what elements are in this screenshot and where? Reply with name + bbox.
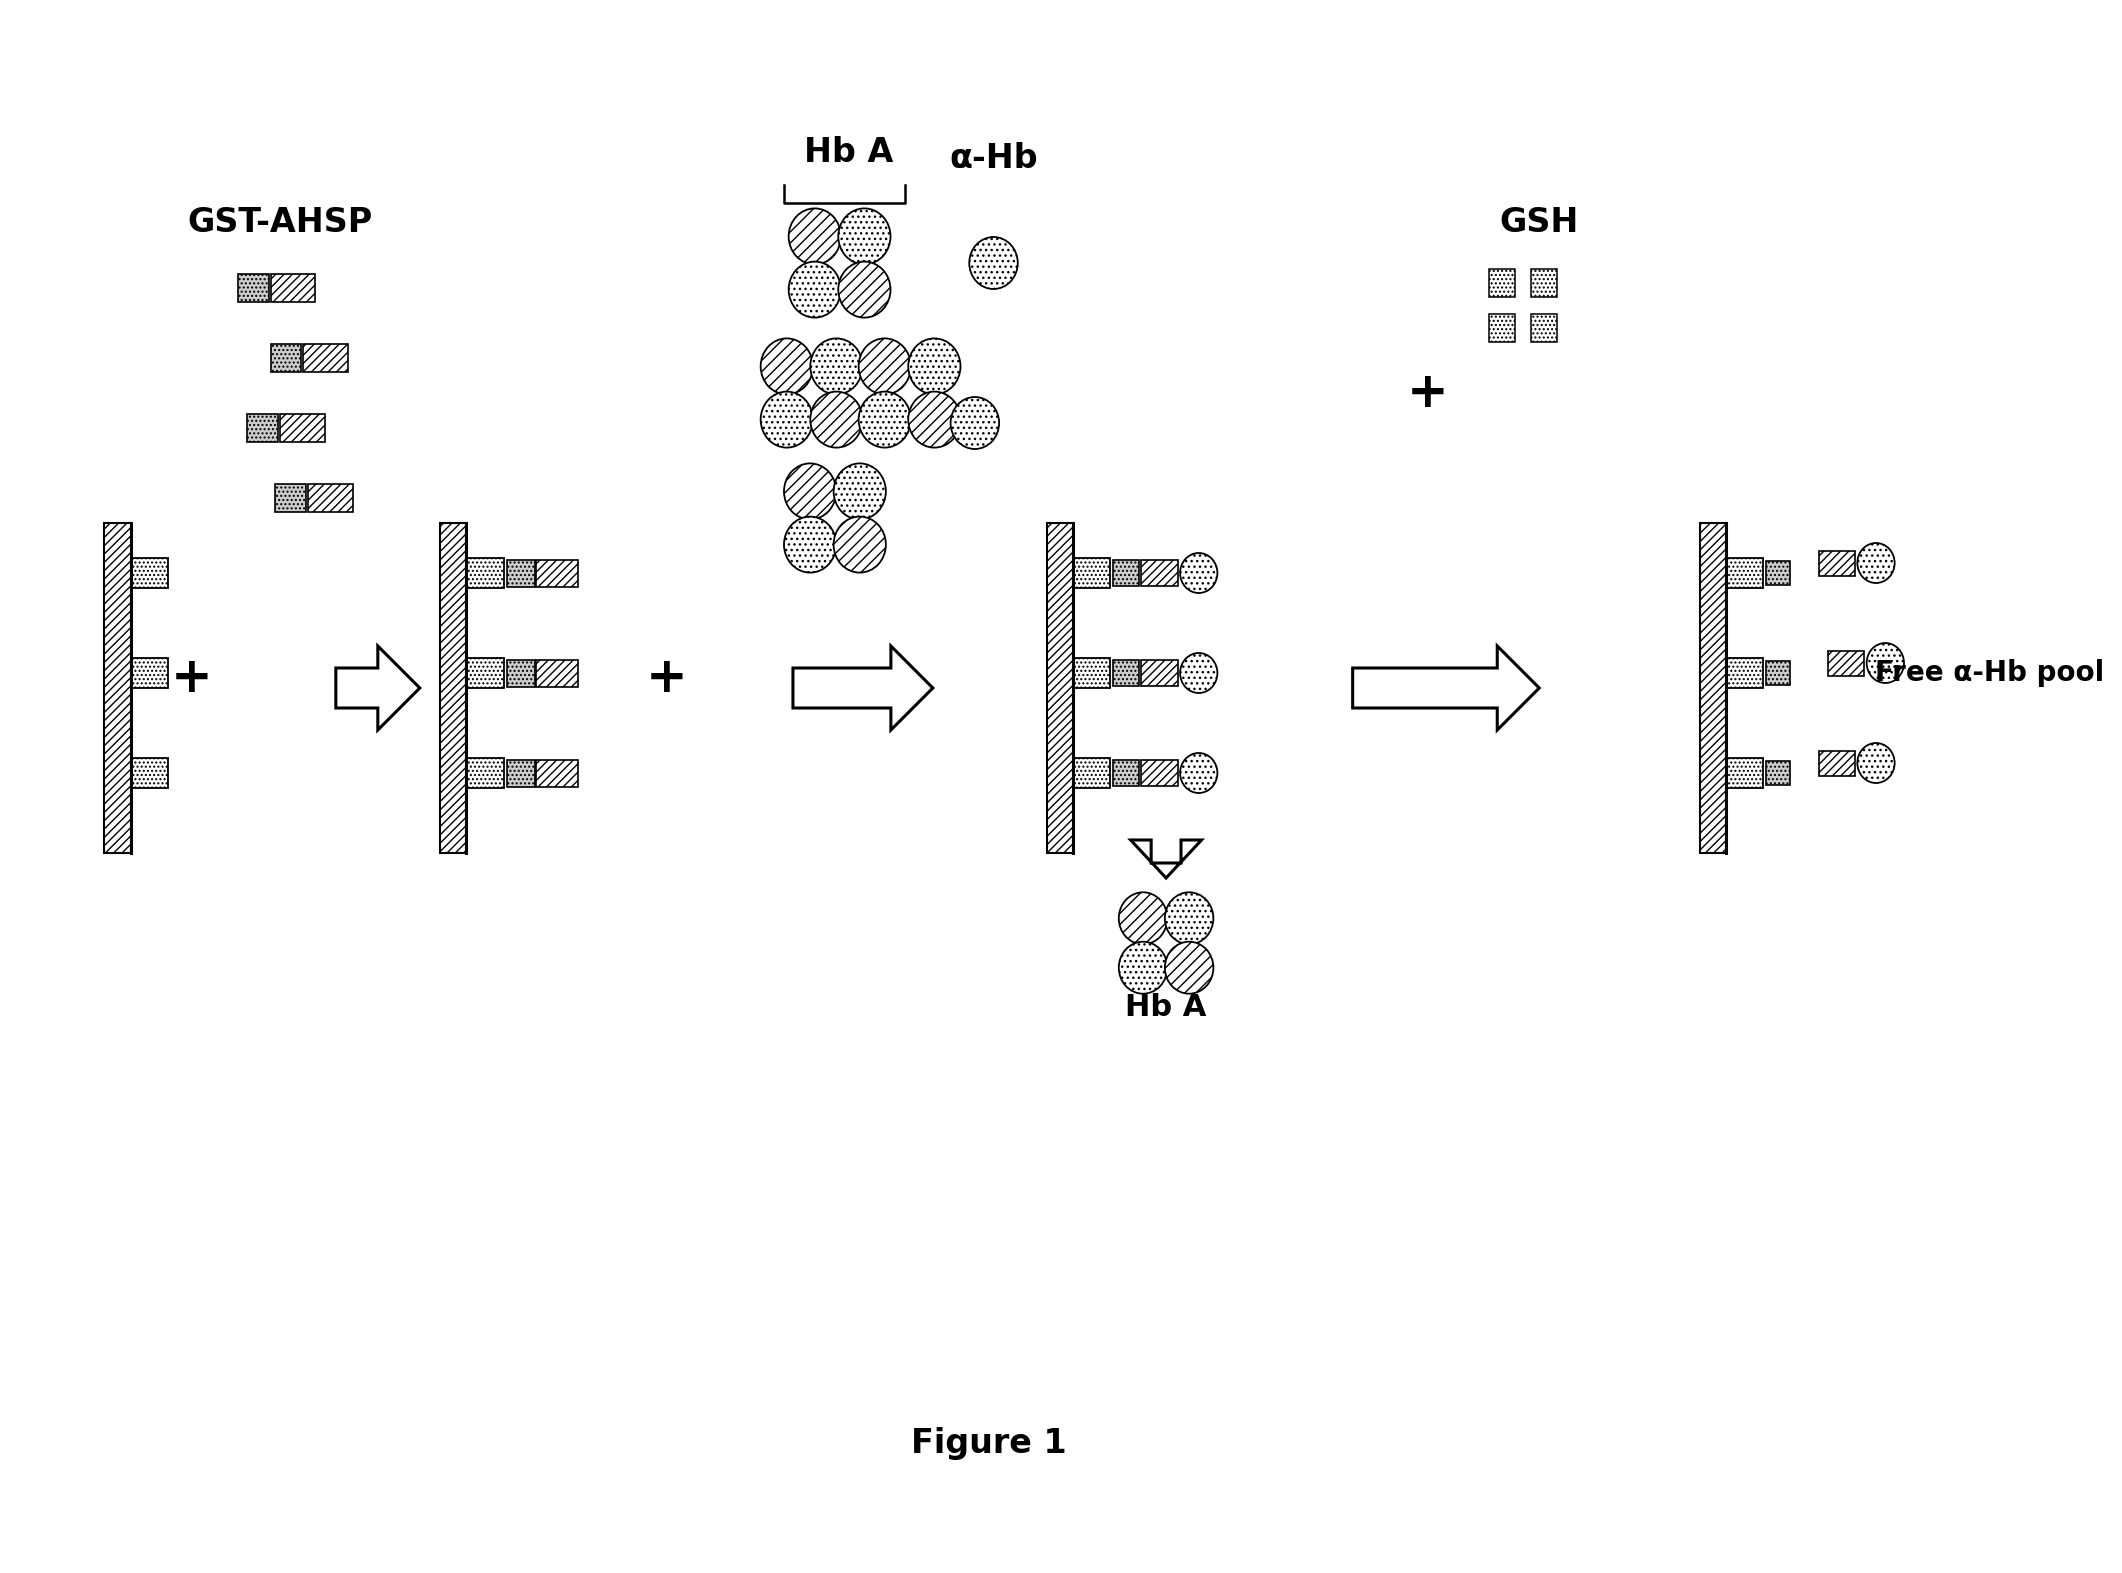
FancyBboxPatch shape (276, 484, 306, 511)
Circle shape (1857, 742, 1895, 783)
FancyBboxPatch shape (1725, 758, 1763, 788)
Bar (1046, 522, 1074, 853)
FancyBboxPatch shape (1766, 562, 1791, 585)
FancyBboxPatch shape (1112, 760, 1140, 786)
FancyBboxPatch shape (280, 414, 325, 442)
FancyBboxPatch shape (1725, 558, 1763, 588)
Text: +: + (170, 654, 212, 702)
Circle shape (783, 464, 836, 519)
Circle shape (760, 338, 813, 395)
FancyBboxPatch shape (1074, 658, 1110, 687)
FancyBboxPatch shape (1766, 761, 1791, 785)
Circle shape (838, 208, 891, 264)
Circle shape (1165, 892, 1214, 944)
FancyBboxPatch shape (1490, 315, 1515, 341)
Circle shape (951, 396, 999, 448)
Text: GST-AHSP: GST-AHSP (187, 206, 373, 239)
Text: +: + (1407, 370, 1447, 417)
Bar (439, 522, 467, 853)
FancyBboxPatch shape (467, 558, 503, 588)
FancyBboxPatch shape (132, 758, 168, 788)
Circle shape (859, 338, 910, 395)
Bar (104, 522, 132, 853)
Circle shape (1118, 942, 1167, 994)
FancyBboxPatch shape (246, 414, 278, 442)
FancyBboxPatch shape (132, 558, 168, 588)
Circle shape (908, 338, 961, 395)
FancyBboxPatch shape (507, 560, 535, 587)
Circle shape (1180, 554, 1218, 593)
FancyBboxPatch shape (303, 344, 348, 371)
Circle shape (811, 392, 862, 448)
FancyBboxPatch shape (467, 658, 503, 687)
FancyBboxPatch shape (1142, 560, 1178, 587)
Circle shape (783, 516, 836, 573)
Text: Figure 1: Figure 1 (910, 1427, 1067, 1460)
FancyBboxPatch shape (1725, 658, 1763, 687)
FancyBboxPatch shape (467, 758, 503, 788)
FancyBboxPatch shape (1766, 661, 1791, 684)
Text: Free α-Hb pool: Free α-Hb pool (1876, 659, 2105, 687)
FancyBboxPatch shape (269, 274, 316, 302)
Polygon shape (1131, 840, 1201, 878)
FancyBboxPatch shape (1074, 558, 1110, 588)
Circle shape (970, 238, 1019, 289)
FancyBboxPatch shape (507, 659, 535, 686)
Circle shape (760, 392, 813, 448)
FancyBboxPatch shape (132, 658, 168, 687)
Circle shape (1165, 942, 1214, 994)
FancyBboxPatch shape (1819, 750, 1855, 775)
Circle shape (789, 208, 840, 264)
FancyBboxPatch shape (1829, 651, 1863, 675)
Text: α-Hb: α-Hb (949, 142, 1038, 175)
FancyBboxPatch shape (1530, 315, 1558, 341)
Circle shape (1180, 653, 1218, 694)
FancyBboxPatch shape (1112, 661, 1140, 686)
FancyBboxPatch shape (537, 560, 579, 587)
FancyBboxPatch shape (507, 760, 535, 786)
FancyBboxPatch shape (238, 274, 269, 302)
Circle shape (838, 261, 891, 318)
Circle shape (1180, 753, 1218, 793)
Circle shape (1857, 543, 1895, 584)
Circle shape (908, 392, 961, 448)
FancyBboxPatch shape (1112, 560, 1140, 587)
FancyBboxPatch shape (269, 344, 301, 371)
Text: +: + (645, 654, 688, 702)
FancyBboxPatch shape (308, 484, 352, 511)
Polygon shape (1352, 647, 1538, 730)
FancyBboxPatch shape (1142, 760, 1178, 786)
Polygon shape (335, 647, 420, 730)
FancyBboxPatch shape (1074, 758, 1110, 788)
Circle shape (834, 516, 885, 573)
Circle shape (1867, 643, 1903, 683)
FancyBboxPatch shape (1142, 661, 1178, 686)
Text: GSH: GSH (1500, 206, 1579, 239)
FancyBboxPatch shape (1819, 551, 1855, 576)
Circle shape (859, 392, 910, 448)
FancyBboxPatch shape (537, 659, 579, 686)
Circle shape (834, 464, 885, 519)
Circle shape (811, 338, 862, 395)
Circle shape (1118, 892, 1167, 944)
Bar (1700, 522, 1725, 853)
Polygon shape (794, 647, 934, 730)
FancyBboxPatch shape (1530, 269, 1558, 297)
Text: Hb A: Hb A (804, 137, 893, 170)
FancyBboxPatch shape (537, 760, 579, 786)
Text: Hb A: Hb A (1125, 994, 1207, 1022)
Circle shape (789, 261, 840, 318)
FancyBboxPatch shape (1490, 269, 1515, 297)
